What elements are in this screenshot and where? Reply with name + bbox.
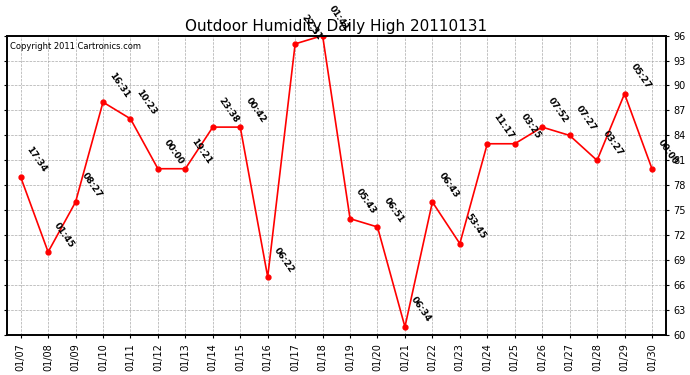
Title: Outdoor Humidity Daily High 20110131: Outdoor Humidity Daily High 20110131 [185,20,487,34]
Text: 06:51: 06:51 [382,196,406,224]
Text: 01:41: 01:41 [327,4,351,33]
Text: 06:22: 06:22 [272,246,295,274]
Text: 53:45: 53:45 [464,212,488,241]
Text: 11:17: 11:17 [491,112,515,141]
Text: 07:27: 07:27 [574,104,598,133]
Text: 07:52: 07:52 [546,96,570,124]
Text: 00:00: 00:00 [656,138,680,166]
Text: 05:43: 05:43 [354,187,378,216]
Text: Copyright 2011 Cartronics.com: Copyright 2011 Cartronics.com [10,42,141,51]
Text: 22:31: 22:31 [299,12,323,41]
Text: 01:45: 01:45 [52,220,76,249]
Text: 23:38: 23:38 [217,96,241,124]
Text: 06:43: 06:43 [437,171,460,199]
Text: 08:27: 08:27 [80,171,104,199]
Text: 00:42: 00:42 [244,96,268,124]
Text: 10:23: 10:23 [135,87,158,116]
Text: 05:27: 05:27 [629,62,653,91]
Text: 06:34: 06:34 [409,296,433,324]
Text: 17:34: 17:34 [25,146,49,174]
Text: 03:25: 03:25 [519,112,542,141]
Text: 19:21: 19:21 [190,137,213,166]
Text: 16:31: 16:31 [107,71,131,99]
Text: 03:27: 03:27 [601,129,625,158]
Text: 00:00: 00:00 [162,138,186,166]
